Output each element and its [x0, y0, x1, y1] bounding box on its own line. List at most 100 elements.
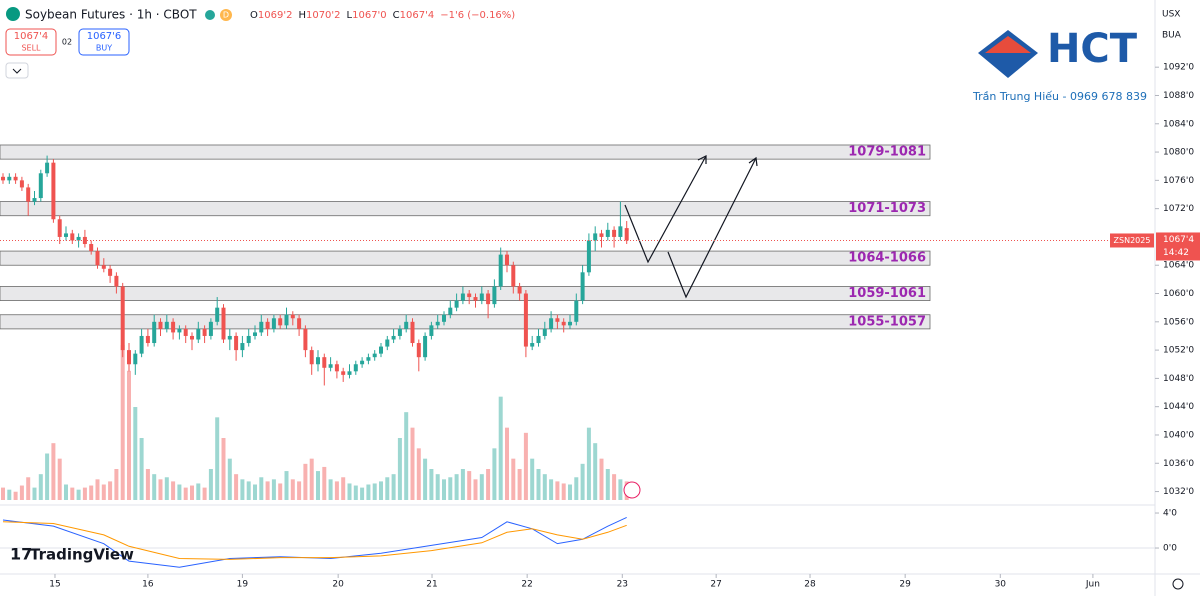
candle-body [196, 328, 201, 340]
candle-body [215, 307, 220, 322]
zone [0, 314, 931, 330]
volume-bar [45, 453, 50, 500]
candle-body [290, 314, 295, 319]
volume-bar [76, 489, 81, 500]
candle-body [473, 297, 478, 301]
ohlc-value: 1067'0 [352, 10, 387, 21]
projection-line [624, 155, 707, 264]
volume-bar [586, 427, 591, 500]
candle-body [133, 353, 138, 365]
volume-bar [290, 479, 295, 500]
volume-bar [517, 469, 522, 500]
y-tick-label: 1052'0 [1163, 346, 1194, 356]
volume-bar [240, 479, 245, 500]
candle-body [152, 321, 157, 344]
candle-body [139, 335, 144, 354]
candle-body [70, 233, 75, 241]
y-tick-label: 1040'0 [1163, 430, 1194, 440]
arrowhead [697, 155, 707, 164]
buy-button[interactable] [78, 28, 130, 56]
candle-body [259, 321, 264, 333]
x-tick-label: 27 [710, 580, 721, 590]
candle-body [240, 343, 245, 351]
volume-bar [114, 469, 119, 500]
volume-bar [442, 479, 446, 500]
volume-bar [26, 477, 31, 500]
x-tick-label: 21 [426, 580, 437, 590]
volume-bar [7, 489, 12, 500]
sell-button[interactable] [5, 28, 57, 56]
volume-bar [580, 463, 585, 500]
badge-bg [220, 9, 232, 21]
y2-tick-label: 4'0 [1163, 509, 1177, 519]
volume-bar [316, 471, 320, 500]
logo-mark [978, 30, 1038, 78]
candle-body [227, 335, 232, 340]
volume-bar [473, 479, 478, 500]
volume-bar [19, 485, 24, 500]
price-tag-value: 1067'4 [1163, 235, 1194, 245]
volume-bar [82, 487, 87, 500]
zone-label: 1079-1081 [848, 145, 926, 160]
candle-body [145, 335, 150, 344]
volume-bar [334, 481, 339, 500]
candle-body [334, 364, 339, 372]
candle-body [297, 318, 302, 329]
volume-bar [530, 458, 535, 500]
zone-label: 1059-1061 [848, 286, 926, 301]
volume-bar [164, 477, 169, 500]
volume-bar [536, 469, 541, 500]
candle-body [57, 219, 62, 237]
candle-body [278, 318, 283, 326]
volume-bar [101, 484, 106, 500]
x-tick-label: 30 [995, 580, 1007, 590]
y-tick-label: 1088'0 [1163, 91, 1194, 101]
volume-bar [278, 483, 283, 500]
candle-body [341, 371, 346, 375]
candle-body [221, 307, 226, 340]
volume-bar [454, 474, 459, 500]
candle-body [45, 162, 50, 174]
volume-bar [612, 474, 617, 500]
y-tick-label: 1032'0 [1163, 487, 1194, 497]
settings-icon[interactable] [1172, 578, 1184, 590]
candle-body [158, 321, 163, 329]
candle-body [561, 321, 566, 326]
collapse-button[interactable] [5, 62, 29, 79]
candle-body [246, 335, 251, 344]
y-tick-label: 1048'0 [1163, 374, 1194, 384]
volume-bar [347, 483, 352, 500]
candle-body [486, 293, 491, 305]
badge: D [223, 11, 229, 20]
logo-text: HCT [1047, 26, 1138, 72]
countdown: 14:42 [1163, 248, 1189, 258]
candle-body [208, 321, 213, 336]
volume-bar [467, 471, 472, 500]
candle-body [108, 268, 113, 276]
volume-bar [423, 458, 428, 500]
volume-bar [259, 477, 264, 500]
volume-bar [133, 407, 138, 500]
symbol-title[interactable]: Soybean Futures · 1h · CBOT [25, 8, 197, 22]
zone [0, 201, 931, 217]
y-tick-label: 1072'0 [1163, 204, 1194, 214]
volume-bar [152, 474, 157, 500]
y2-tick-label: 0'0 [1163, 544, 1177, 554]
account[interactable]: BUA [1162, 31, 1182, 41]
candle-body [404, 321, 409, 329]
candle-body [64, 233, 68, 237]
buy-label: BUY [96, 44, 112, 53]
candle-body [599, 233, 604, 237]
currency[interactable]: USX [1162, 10, 1180, 20]
volume-bar [372, 483, 377, 500]
alert-icon[interactable] [623, 481, 641, 499]
volume-bar [215, 417, 220, 500]
volume-bar [227, 458, 232, 500]
volume-bar [366, 484, 371, 500]
volume-bar [416, 448, 421, 500]
candle-body [379, 346, 383, 354]
candle-body [498, 254, 503, 287]
candle-body [13, 176, 18, 181]
candle-body [101, 265, 106, 269]
volume-bar [145, 469, 150, 500]
